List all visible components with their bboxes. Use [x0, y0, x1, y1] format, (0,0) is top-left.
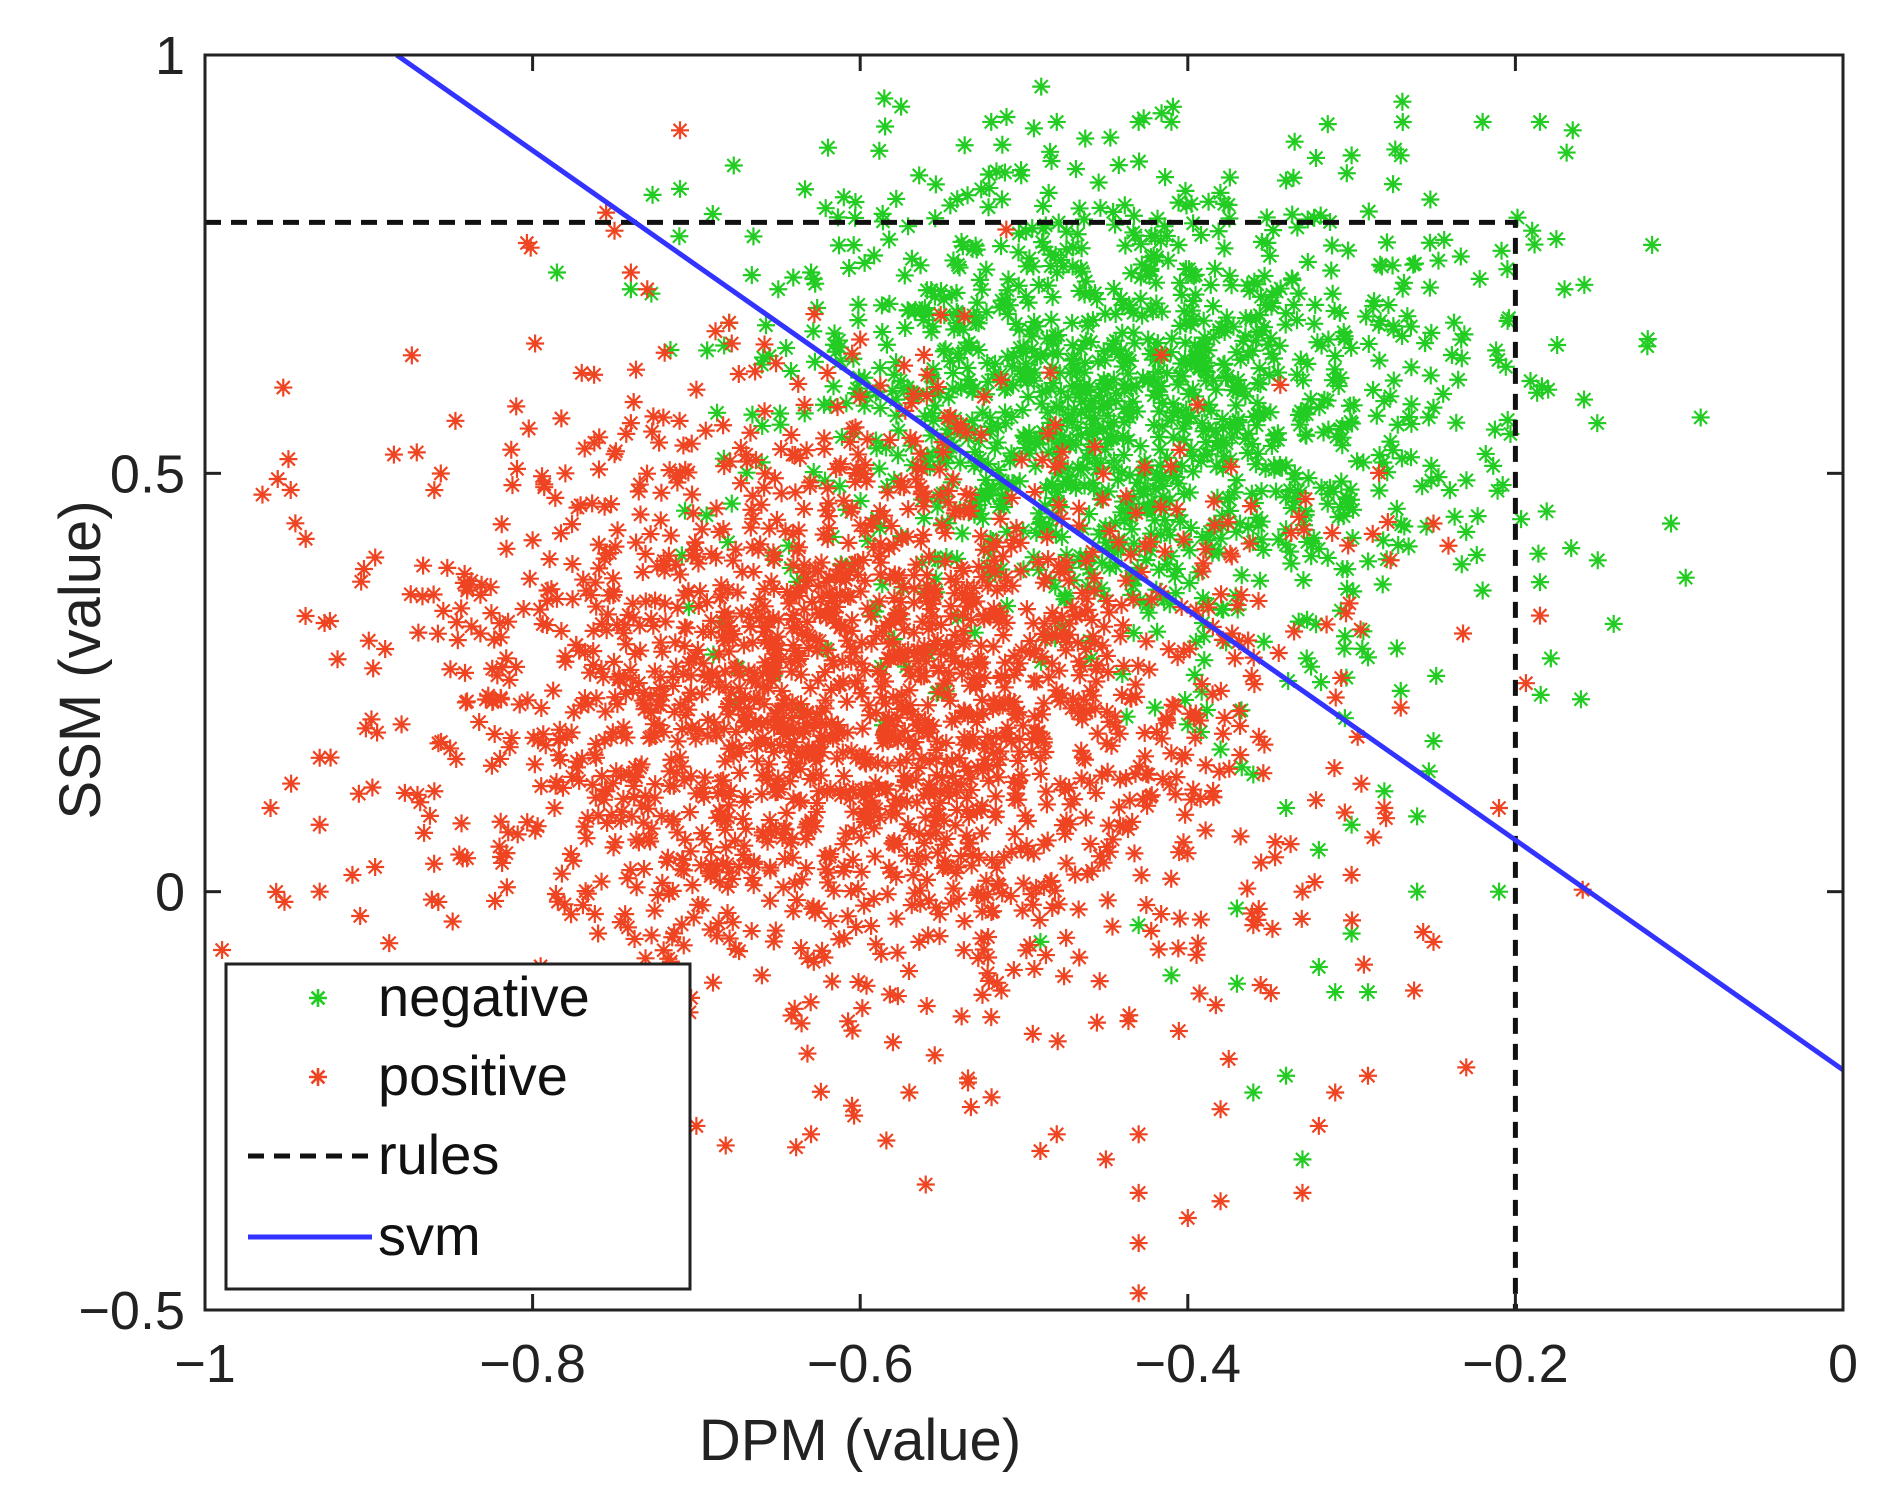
legend-item-positive: positive	[309, 1044, 568, 1107]
y-tick-label: 1	[155, 26, 185, 86]
legend-label: rules	[378, 1123, 499, 1186]
legend-label: svm	[378, 1204, 481, 1267]
y-tick-labels: −0.5 0 0.5 1	[78, 26, 185, 1341]
x-tick-labels: −1 −0.8 −0.6 −0.4 −0.2 0	[174, 1334, 1858, 1394]
legend-marker	[309, 1068, 327, 1086]
series-positive	[213, 121, 1592, 1303]
x-tick-label: −0.4	[1134, 1334, 1241, 1394]
legend-item-negative: negative	[309, 965, 590, 1028]
legend-item-rules: rules	[248, 1123, 499, 1186]
legend: negative positive rules svm	[224, 962, 692, 1291]
positive-point-group	[281, 238, 1358, 1040]
plot-frame	[203, 53, 1845, 1312]
rules-line	[205, 219, 1518, 1310]
y-tick-label: −0.5	[78, 1281, 185, 1341]
scatter-markers	[213, 77, 1710, 1303]
x-tick-label: −1	[174, 1334, 236, 1394]
axis-ticks	[203, 53, 1845, 1312]
x-tick-label: −0.8	[479, 1334, 586, 1394]
positive-point-group	[213, 345, 1473, 1101]
y-tick-label: 0	[155, 863, 185, 923]
chart-lines	[205, 52, 1845, 1310]
y-tick-label: 0.5	[110, 444, 185, 504]
y-axis-title: SSM (value)	[48, 500, 113, 819]
negative-point-group	[698, 97, 1607, 701]
legend-item-svm: svm	[248, 1204, 481, 1267]
x-axis-title: DPM (value)	[699, 1408, 1021, 1473]
svm-line	[395, 52, 1845, 1072]
x-tick-label: −0.6	[807, 1334, 914, 1394]
x-tick-label: −0.2	[1462, 1334, 1569, 1394]
legend-label: positive	[378, 1044, 568, 1107]
x-tick-label: 0	[1828, 1334, 1858, 1394]
legend-marker	[309, 989, 327, 1007]
legend-label: negative	[378, 965, 590, 1028]
